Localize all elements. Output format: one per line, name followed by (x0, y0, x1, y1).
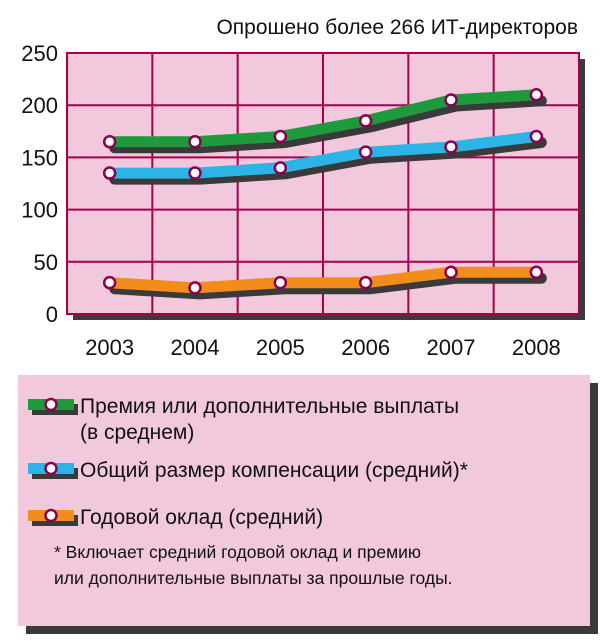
y-axis-ticks: 0 50 100 150 200 250 (21, 41, 58, 327)
data-point (188, 281, 202, 295)
legend-label: Годовой оклад (средний) (80, 506, 323, 529)
data-point (188, 134, 202, 149)
series-line (104, 266, 542, 294)
footnote: * Включает средний годовой оклад и преми… (54, 542, 453, 588)
data-point (529, 88, 544, 102)
x-tick-label: 2003 (85, 335, 134, 360)
legend: Премия или дополнительные выплаты (в сред… (28, 395, 468, 529)
series-3 (102, 265, 547, 300)
data-point (444, 93, 458, 107)
y-tick-label: 0 (46, 302, 58, 327)
footnote-line: или дополнительные выплаты за прошлые го… (54, 568, 453, 588)
series-line (104, 131, 542, 179)
chart-subtitle: Опрошено более 266 ИТ-директоров (216, 16, 578, 39)
data-point (188, 166, 202, 180)
legend-item: Годовой оклад (средний) (28, 506, 323, 529)
data-point (102, 134, 117, 149)
data-point (358, 275, 373, 290)
legend-box (18, 375, 590, 626)
data-point (529, 129, 544, 144)
footnote-line: * Включает средний годовой оклад и преми… (54, 542, 421, 562)
series-line-shadow (109, 95, 547, 154)
legend-label: Общий размер компенсации (средний)* (80, 459, 468, 482)
legend-item: Премия или дополнительные выплаты (в сред… (28, 395, 459, 444)
series-line (104, 89, 542, 148)
series-2 (102, 129, 547, 185)
legend-marker (44, 508, 58, 523)
legend-item: Общий размер компенсации (средний)* (28, 459, 468, 482)
data-point (273, 275, 288, 290)
data-point (102, 275, 117, 290)
plot-border (66, 52, 580, 315)
legend-marker (44, 461, 58, 476)
data-point (273, 161, 288, 175)
x-tick-label: 2007 (427, 335, 476, 360)
y-tick-label: 100 (21, 198, 58, 223)
series-line-shadow (109, 272, 547, 300)
data-point (444, 265, 458, 279)
y-tick-label: 200 (21, 93, 58, 118)
series (102, 88, 547, 300)
legend-label: (в среднем) (80, 421, 194, 444)
x-tick-label: 2005 (256, 335, 305, 360)
y-tick-label: 150 (21, 145, 58, 170)
y-tick-label: 250 (21, 41, 58, 66)
data-point (529, 265, 544, 279)
x-tick-label: 2004 (171, 335, 220, 360)
series-line-shadow (109, 137, 547, 185)
x-tick-label: 2008 (512, 335, 561, 360)
x-axis-ticks: 2003 2004 2005 2006 2007 2008 (85, 335, 561, 360)
data-point (358, 145, 373, 159)
y-tick-label: 50 (34, 250, 58, 275)
data-point (358, 114, 373, 128)
data-point (444, 140, 458, 154)
series-1 (102, 88, 547, 154)
data-point (102, 166, 117, 180)
data-point (273, 129, 288, 144)
legend-marker (44, 397, 58, 412)
legend-label: Премия или дополнительные выплаты (80, 395, 459, 418)
x-tick-label: 2006 (341, 335, 390, 360)
